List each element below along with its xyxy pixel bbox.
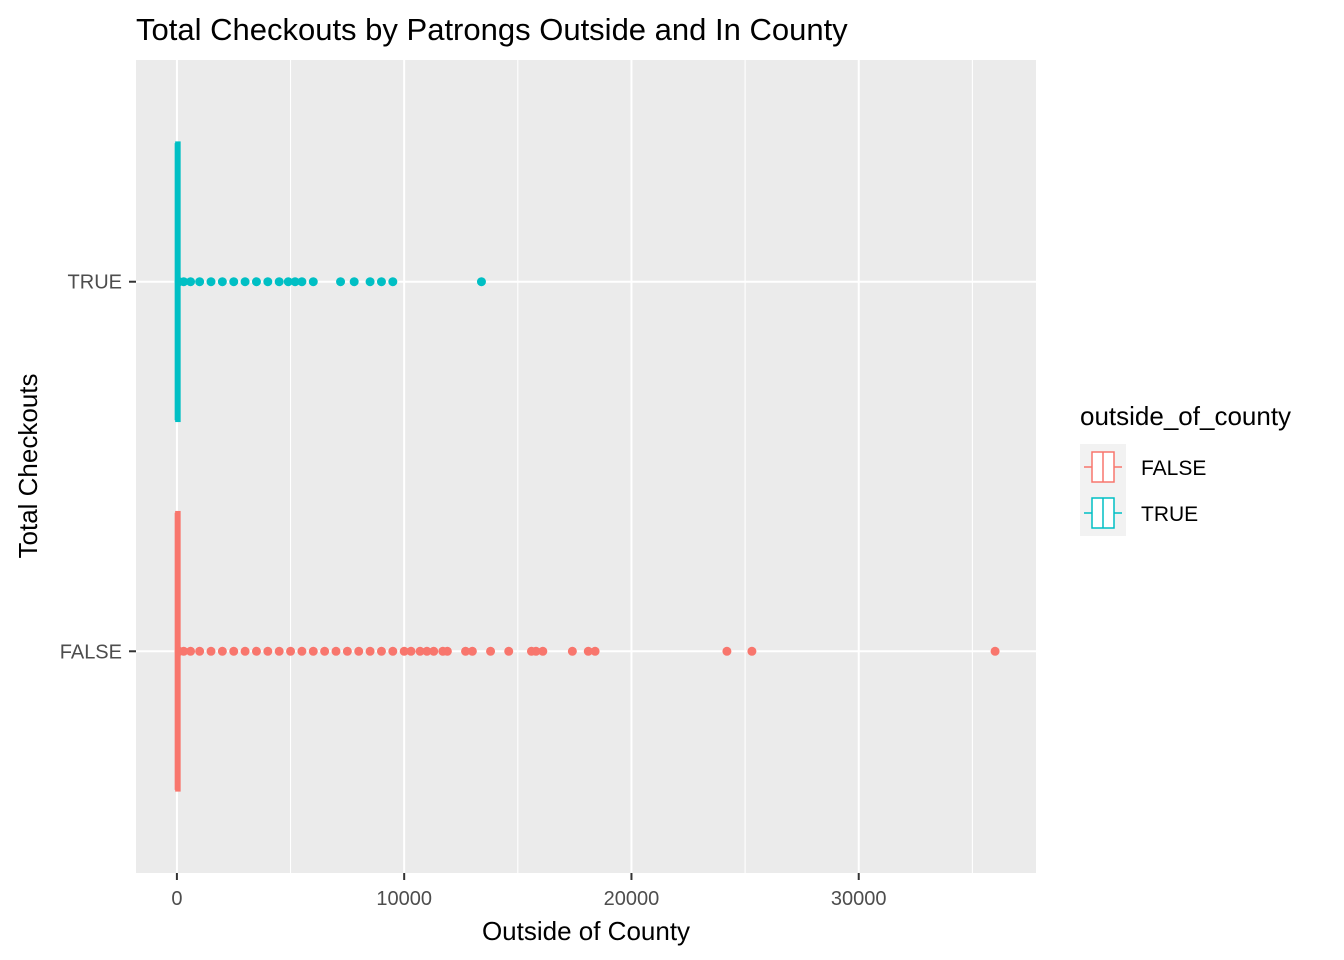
y-axis: FALSE TRUE xyxy=(60,272,136,663)
outlier-point xyxy=(263,277,273,287)
x-tick-label: 10000 xyxy=(376,888,432,910)
outlier-point xyxy=(342,646,352,656)
outlier-point xyxy=(229,277,239,287)
outlier-point xyxy=(195,277,205,287)
outlier-point xyxy=(229,646,239,656)
outlier-point xyxy=(320,646,330,656)
outlier-point xyxy=(290,277,300,287)
outlier-point xyxy=(240,277,250,287)
outlier-point xyxy=(467,646,477,656)
outlier-point xyxy=(531,646,541,656)
outlier-point xyxy=(376,277,386,287)
y-tick-label: TRUE xyxy=(68,272,122,294)
outlier-point xyxy=(406,646,416,656)
x-tick-label: 20000 xyxy=(604,888,660,910)
outlier-point xyxy=(722,646,732,656)
x-tick-label: 0 xyxy=(171,888,182,910)
outlier-point xyxy=(217,646,227,656)
outlier-point xyxy=(504,646,514,656)
outlier-point xyxy=(590,646,600,656)
outlier-point xyxy=(186,646,196,656)
legend-label: FALSE xyxy=(1141,457,1206,480)
outlier-point xyxy=(286,646,296,656)
outlier-point xyxy=(388,646,398,656)
outlier-point xyxy=(186,277,196,287)
outlier-point xyxy=(376,646,386,656)
outlier-point xyxy=(349,277,359,287)
plot-panel xyxy=(136,60,1036,873)
outlier-point xyxy=(179,646,189,656)
x-tick-label: 30000 xyxy=(831,888,887,910)
outlier-point xyxy=(297,646,307,656)
legend-label: TRUE xyxy=(1141,503,1198,526)
legend-item-false: FALSE xyxy=(1080,444,1206,490)
outlier-point xyxy=(283,277,293,287)
boxplot-false xyxy=(174,510,1000,792)
outlier-point xyxy=(206,277,216,287)
y-axis-title: Total Checkouts xyxy=(13,374,43,559)
outlier-point xyxy=(476,277,486,287)
outlier-point xyxy=(179,277,189,287)
outlier-point xyxy=(990,646,1000,656)
outlier-point xyxy=(365,277,375,287)
minor-gridlines xyxy=(289,60,973,873)
outlier-point xyxy=(415,646,425,656)
outlier-point xyxy=(297,277,307,287)
outlier-point xyxy=(195,646,205,656)
outlier-point xyxy=(274,277,284,287)
outlier-point xyxy=(308,646,318,656)
outlier-point xyxy=(365,646,375,656)
outlier-point xyxy=(486,646,496,656)
outlier-point xyxy=(429,646,439,656)
outlier-point xyxy=(263,646,273,656)
outlier-point xyxy=(583,646,593,656)
outlier-point xyxy=(388,277,398,287)
outlier-point xyxy=(308,277,318,287)
outlier-point xyxy=(217,277,227,287)
outlier-point xyxy=(336,277,346,287)
outlier-point xyxy=(538,646,548,656)
outlier-point xyxy=(442,646,452,656)
legend-title: outside_of_county xyxy=(1080,401,1291,431)
x-axis: 0 10000 20000 30000 xyxy=(171,873,887,910)
outlier-point xyxy=(747,646,757,656)
outlier-point xyxy=(251,646,261,656)
chart-title: Total Checkouts by Patrongs Outside and … xyxy=(136,12,848,47)
outlier-point xyxy=(206,646,216,656)
legend: outside_of_county FALSE TRUE xyxy=(1080,401,1291,536)
legend-item-true: TRUE xyxy=(1080,490,1198,536)
plot-marks xyxy=(174,141,1000,792)
outlier-point xyxy=(422,646,432,656)
outlier-point xyxy=(251,277,261,287)
boxplot-true xyxy=(174,141,486,423)
outlier-point xyxy=(240,646,250,656)
outlier-point xyxy=(567,646,577,656)
outlier-point xyxy=(274,646,284,656)
y-tick-label: FALSE xyxy=(60,641,122,663)
outlier-point xyxy=(354,646,364,656)
outlier-point xyxy=(399,646,409,656)
outlier-point xyxy=(331,646,341,656)
x-axis-title: Outside of County xyxy=(482,916,690,946)
outlier-point xyxy=(461,646,471,656)
